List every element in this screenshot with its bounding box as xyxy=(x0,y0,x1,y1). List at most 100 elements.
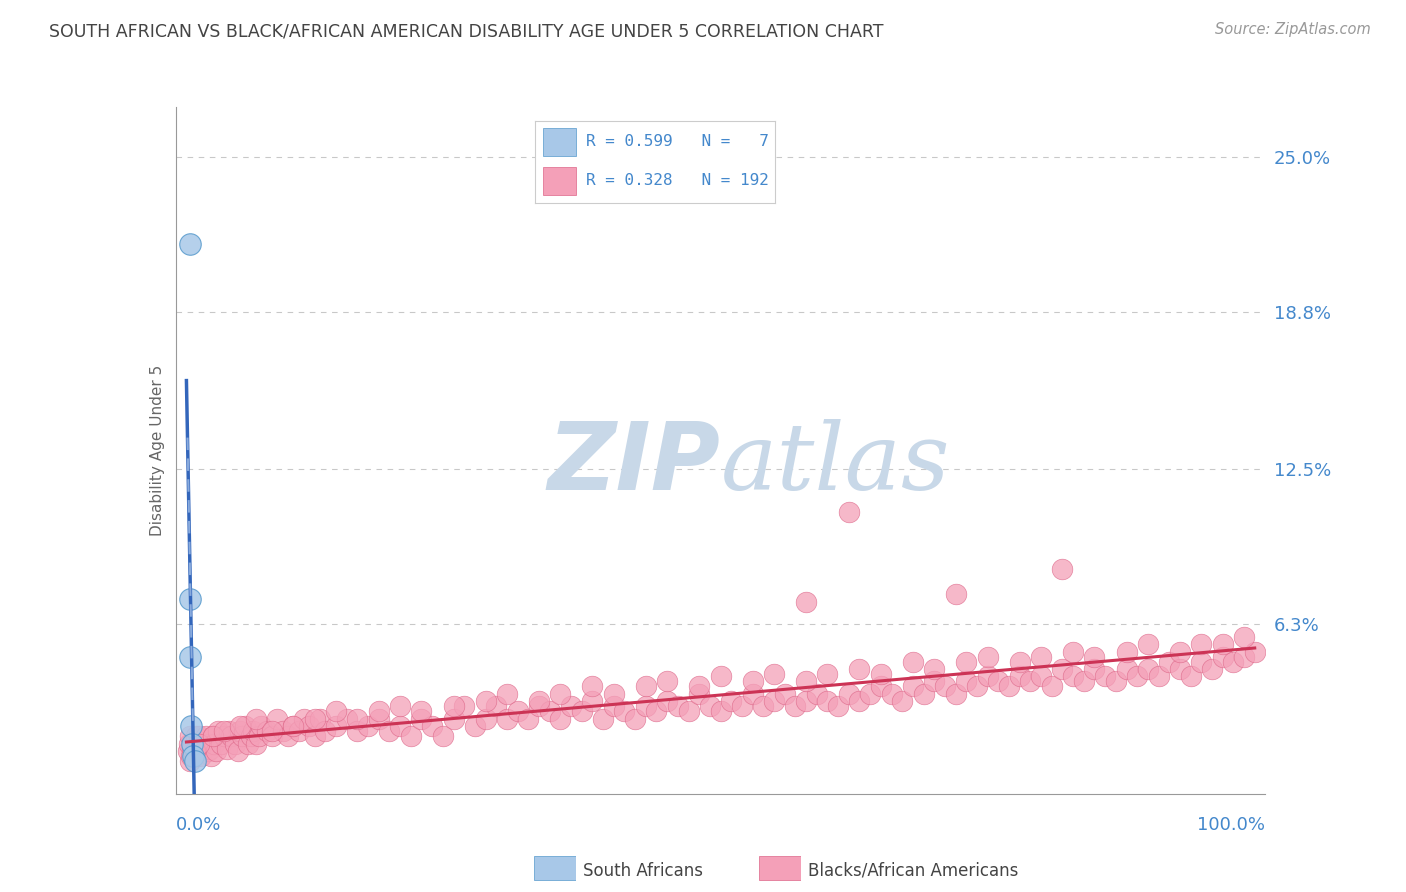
Point xyxy=(1029,669,1052,683)
Point xyxy=(741,687,763,701)
Text: ZIP: ZIP xyxy=(548,418,721,510)
Point xyxy=(859,687,882,701)
Point xyxy=(538,705,561,719)
Point xyxy=(762,667,785,681)
Point xyxy=(912,687,935,701)
Point xyxy=(260,724,283,739)
Point xyxy=(699,699,721,714)
Point xyxy=(180,719,202,733)
Point xyxy=(527,694,550,708)
Point xyxy=(367,712,389,726)
Point xyxy=(292,712,315,726)
Point xyxy=(1052,662,1074,676)
Point xyxy=(550,712,572,726)
Point xyxy=(202,737,225,751)
Point xyxy=(453,699,475,714)
Point xyxy=(1008,669,1031,683)
Point xyxy=(624,712,647,726)
Point xyxy=(901,680,924,694)
Point xyxy=(1062,644,1084,658)
Point xyxy=(657,674,679,689)
Point xyxy=(1180,669,1202,683)
Point xyxy=(238,737,260,751)
Point xyxy=(229,719,252,733)
Point xyxy=(517,712,540,726)
Point xyxy=(1019,674,1042,689)
Point xyxy=(603,699,626,714)
Point xyxy=(966,680,988,694)
Point xyxy=(794,674,817,689)
Point xyxy=(188,737,211,751)
Point xyxy=(229,724,252,739)
Point xyxy=(357,719,380,733)
Point xyxy=(785,699,807,714)
Point xyxy=(242,724,264,739)
Point xyxy=(934,680,956,694)
Point xyxy=(1168,644,1191,658)
Point xyxy=(260,730,283,744)
Point xyxy=(527,699,550,714)
Point xyxy=(922,662,945,676)
Point xyxy=(186,744,208,758)
Point xyxy=(202,730,225,744)
Point xyxy=(212,724,235,739)
Point xyxy=(389,719,412,733)
Point xyxy=(411,712,433,726)
Text: R = 0.328   N = 192: R = 0.328 N = 192 xyxy=(586,173,769,188)
Point xyxy=(550,687,572,701)
Point xyxy=(184,744,207,758)
Point xyxy=(184,739,207,754)
Point xyxy=(346,724,368,739)
Point xyxy=(443,699,465,714)
Point xyxy=(309,712,332,726)
Point xyxy=(741,674,763,689)
Point xyxy=(731,699,754,714)
Point xyxy=(184,755,207,769)
Point xyxy=(827,699,849,714)
Point xyxy=(1212,637,1234,651)
Point xyxy=(869,667,891,681)
Point xyxy=(256,724,278,739)
Point xyxy=(645,705,668,719)
Point xyxy=(180,737,202,751)
Point xyxy=(1243,644,1265,658)
Point xyxy=(880,687,903,701)
Text: 0.0%: 0.0% xyxy=(176,816,221,834)
Point xyxy=(955,674,977,689)
Point xyxy=(266,712,288,726)
Text: SOUTH AFRICAN VS BLACK/AFRICAN AMERICAN DISABILITY AGE UNDER 5 CORRELATION CHART: SOUTH AFRICAN VS BLACK/AFRICAN AMERICAN … xyxy=(49,22,884,40)
Point xyxy=(193,742,215,756)
Point xyxy=(1083,662,1105,676)
Point xyxy=(688,680,710,694)
Point xyxy=(287,724,309,739)
Point xyxy=(581,694,603,708)
Point xyxy=(592,712,614,726)
Point xyxy=(678,705,700,719)
Point xyxy=(1062,669,1084,683)
Point xyxy=(1105,674,1128,689)
Point xyxy=(815,694,838,708)
Point xyxy=(474,712,496,726)
Point xyxy=(838,687,860,701)
Point xyxy=(1233,630,1256,644)
Point xyxy=(634,699,657,714)
Point xyxy=(224,737,246,751)
Point xyxy=(496,712,519,726)
Point xyxy=(399,730,422,744)
Bar xyxy=(534,856,576,880)
Point xyxy=(613,705,636,719)
Point xyxy=(1212,649,1234,664)
Point xyxy=(367,705,389,719)
Point xyxy=(848,662,870,676)
Point xyxy=(221,730,243,744)
Point xyxy=(298,719,321,733)
Point xyxy=(179,730,201,744)
Point xyxy=(179,237,201,252)
Point xyxy=(976,649,998,664)
Point xyxy=(325,705,347,719)
Point xyxy=(710,705,733,719)
Point xyxy=(181,749,204,764)
Point xyxy=(188,730,211,744)
Point xyxy=(378,724,401,739)
Point xyxy=(1201,662,1223,676)
